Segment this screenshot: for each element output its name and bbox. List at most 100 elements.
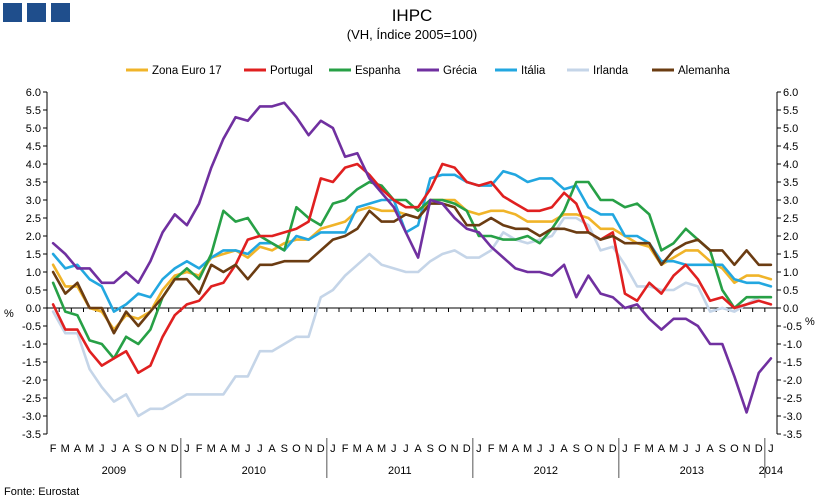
x-month-label: O — [584, 443, 593, 455]
x-month-label: O — [146, 443, 155, 455]
logo-square-1 — [3, 3, 22, 22]
y-tick-label-left: 3.5 — [26, 177, 41, 189]
chart-title: IHPC — [392, 6, 433, 25]
x-month-label: M — [669, 443, 678, 455]
y-tick-label-right: 2.5 — [783, 213, 798, 225]
y-tick-label-left: 3.0 — [26, 195, 41, 207]
x-month-label: A — [414, 443, 422, 455]
y-tick-label-left: -2.5 — [22, 393, 41, 405]
x-month-label: M — [377, 443, 386, 455]
y-tick-label-right: -0.5 — [783, 321, 802, 333]
y-axis-right: 6.0 5.5 5.0 4.5 4.0 3.5 3.0 2.5 2.0 1.5 1.0 0.5 0.0 -… — [776, 87, 802, 441]
series-line-portugal — [51, 162, 773, 375]
x-month-label: A — [512, 443, 520, 455]
y-tick-label-right: 3.0 — [783, 195, 798, 207]
x-month-label: N — [305, 443, 313, 455]
x-month-label: M — [61, 443, 70, 455]
y-tick-label-left: 1.5 — [26, 249, 41, 261]
x-month-label: D — [755, 443, 763, 455]
legend-label-irlanda: Irlanda — [593, 65, 629, 77]
x-month-label: F — [50, 443, 57, 455]
x-month-label: J — [683, 443, 689, 455]
x-month-label: S — [427, 443, 434, 455]
x-year-label: 2009 — [102, 465, 126, 477]
x-month-label: J — [111, 443, 117, 455]
y-tick-label-left: 5.0 — [26, 123, 41, 135]
y-tick-label-right: 5.0 — [783, 123, 798, 135]
x-month-label: A — [74, 443, 82, 455]
y-tick-label-left: 0.0 — [26, 303, 41, 315]
x-month-label: S — [281, 443, 288, 455]
x-month-label: J — [99, 443, 105, 455]
y-axis-left: 6.0 5.5 5.0 4.5 4.0 3.5 3.0 2.5 2.0 1.5 1.0 0.5 0.0 -… — [22, 87, 48, 441]
legend-label-alemanha: Alemanha — [678, 65, 730, 77]
y-tick-label-left: 0.5 — [26, 285, 41, 297]
y-tick-label-right: -1.5 — [783, 357, 802, 369]
y-tick-label-right: 1.5 — [783, 249, 798, 261]
x-month-label: J — [537, 443, 543, 455]
x-month-label: D — [317, 443, 325, 455]
x-month-label: F — [342, 443, 349, 455]
legend: Zona Euro 17 Portugal Espanha Grécia Itália I… — [126, 65, 730, 77]
legend-label-zona-euro-17: Zona Euro 17 — [152, 65, 222, 77]
y-tick-label-right: 2.0 — [783, 231, 798, 243]
x-month-label: J — [695, 443, 701, 455]
x-month-label: M — [85, 443, 94, 455]
x-month-label: A — [560, 443, 568, 455]
x-month-label: S — [719, 443, 726, 455]
x-month-label: O — [438, 443, 447, 455]
x-month-label: F — [634, 443, 641, 455]
logo-square-3 — [51, 3, 70, 22]
x-month-label: A — [268, 443, 276, 455]
x-month-label: M — [523, 443, 532, 455]
series-line-grécia — [51, 101, 773, 414]
x-month-label: J — [549, 443, 555, 455]
legend-label-grécia: Grécia — [443, 65, 477, 77]
y-tick-label-right: -2.5 — [783, 393, 802, 405]
y-tick-label-left: 1.0 — [26, 267, 41, 279]
x-month-label: M — [353, 443, 362, 455]
logo-square-2 — [27, 3, 46, 22]
source-note: Fonte: Eurostat — [4, 486, 79, 498]
x-month-label: J — [768, 443, 774, 455]
x-month-label: J — [257, 443, 263, 455]
y-tick-label-right: 6.0 — [783, 87, 798, 99]
y-tick-label-right: 0.0 — [783, 303, 798, 315]
y-tick-label-left: 6.0 — [26, 87, 41, 99]
y-tick-label-left: 2.0 — [26, 231, 41, 243]
x-year-label: 2013 — [680, 465, 704, 477]
y-tick-label-left: -1.5 — [22, 357, 41, 369]
x-month-label: D — [463, 443, 471, 455]
y-tick-label-right: -2.0 — [783, 375, 802, 387]
chart-subtitle: (VH, Índice 2005=100) — [347, 27, 477, 42]
x-month-label: F — [196, 443, 203, 455]
x-month-label: D — [171, 443, 179, 455]
x-month-label: O — [292, 443, 301, 455]
x-year-label: 2010 — [242, 465, 266, 477]
y-axis-right-unit: % — [805, 316, 815, 328]
x-month-label: O — [730, 443, 739, 455]
series-group — [51, 101, 773, 418]
x-month-label: D — [609, 443, 617, 455]
x-month-label: J — [476, 443, 482, 455]
x-month-label: J — [622, 443, 628, 455]
y-tick-label-right: -1.0 — [783, 339, 802, 351]
y-tick-label-left: 2.5 — [26, 213, 41, 225]
x-month-label: A — [220, 443, 228, 455]
y-tick-label-left: 4.5 — [26, 141, 41, 153]
series-line-irlanda — [51, 216, 773, 418]
y-tick-label-right: 1.0 — [783, 267, 798, 279]
legend-label-itália: Itália — [521, 65, 546, 77]
x-month-label: A — [658, 443, 666, 455]
y-tick-label-left: -3.5 — [22, 429, 41, 441]
x-year-label: 2014 — [759, 465, 783, 477]
x-month-label: J — [391, 443, 397, 455]
y-tick-label-right: 3.5 — [783, 177, 798, 189]
y-tick-label-right: -3.5 — [783, 429, 802, 441]
x-month-label: J — [245, 443, 251, 455]
x-month-label: F — [488, 443, 495, 455]
legend-label-portugal: Portugal — [270, 65, 313, 77]
x-year-label: 2012 — [534, 465, 558, 477]
x-month-label: S — [135, 443, 142, 455]
logo — [3, 3, 70, 22]
